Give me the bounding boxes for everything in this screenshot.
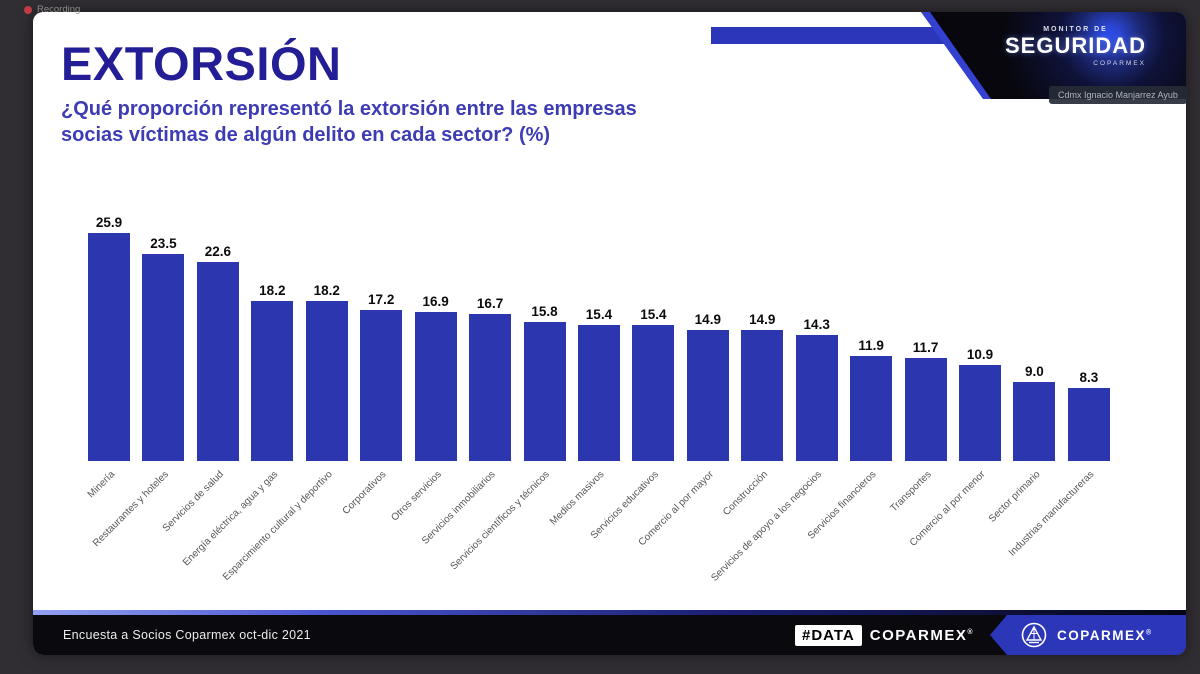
bar-group: 23.5 Restaurantes y hoteles <box>91 210 185 549</box>
subtitle-line-1: ¿Qué proporción representó la extorsión … <box>61 98 637 120</box>
bar-value-label: 14.9 <box>749 312 776 327</box>
bar <box>795 335 838 461</box>
bar-group: 11.7 Transportes <box>888 210 947 514</box>
bar-category-label: Medios masivos <box>548 469 607 528</box>
bar-category-label: Esparcimiento cultural y deportivo <box>220 469 335 583</box>
bar-group: 11.9 Servicios financieros <box>806 210 893 542</box>
bar-category-label: Construcción <box>720 469 771 519</box>
bar-group: 22.6 Servicios de salud <box>160 210 239 534</box>
bar <box>632 325 675 461</box>
participant-name-tag: Cdmx Ignacio Manjarrez Ayub <box>1049 86 1187 104</box>
bar-group: 10.9 Comercio al por menor <box>908 210 1001 549</box>
bar-group: 18.2 Energía eléctrica, agua y gas <box>181 210 294 568</box>
coparmex-logo-icon <box>1021 622 1047 648</box>
presentation-slide: MONITOR DE SEGURIDAD COPARMEX EXTORSIÓN … <box>33 12 1186 655</box>
hashtag-data-badge: #DATA <box>794 624 862 646</box>
banner-line1: MONITOR DE <box>1043 26 1108 33</box>
bar-group: 14.9 Comercio al por mayor <box>636 210 729 548</box>
bar-value-label: 16.7 <box>476 296 504 311</box>
bar <box>414 312 457 461</box>
bar <box>959 365 1001 461</box>
bar <box>196 262 239 461</box>
coparmex-logo-ribbon: COPARMEX® <box>990 615 1186 655</box>
bar <box>142 254 185 461</box>
bar-value-label: 15.8 <box>531 304 558 319</box>
monitor-seguridad-banner: MONITOR DE SEGURIDAD COPARMEX <box>921 12 1186 99</box>
header-accent-strip <box>711 27 947 44</box>
bar-group: 8.3 Industrias manufactureras <box>1007 210 1110 559</box>
bar-group: 15.8 Servicios científicos y técnicos <box>449 210 566 572</box>
footer-bar: Encuesta a Socios Coparmex oct-dic 2021 … <box>33 615 1186 655</box>
source-note: Encuesta a Socios Coparmex oct-dic 2021 <box>63 628 311 642</box>
subtitle-line-2: socias víctimas de algún delito en cada … <box>61 124 551 146</box>
recording-indicator[interactable]: Recording <box>24 4 80 15</box>
bar-value-label: 11.9 <box>858 338 884 353</box>
recording-dot-icon <box>24 5 32 14</box>
bar <box>523 322 566 461</box>
registered-mark: ® <box>1146 629 1153 636</box>
bar-group: 16.7 Servicios inmobiliarios <box>420 210 512 547</box>
bar-value-label: 9.0 <box>1025 364 1044 379</box>
bar-group: 16.9 Otros servicios <box>389 210 457 524</box>
bar-value-label: 11.7 <box>912 340 939 355</box>
bar-value-label: 18.2 <box>259 283 286 298</box>
bar-chart: 25.9 Minería 23.5 Restaurantes y hoteles 22.… <box>85 210 1110 584</box>
bar-category-label: Servicios de apoyo a los negocios <box>709 469 825 584</box>
coparmex-wordmark: COPARMEX® <box>869 626 974 644</box>
bar-group: 25.9 Minería <box>85 210 130 500</box>
bar-value-label: 14.9 <box>694 312 721 327</box>
bar-value-label: 15.4 <box>585 307 613 322</box>
bar-group: 15.4 Medios masivos <box>548 210 620 527</box>
recording-label: Recording <box>37 4 81 15</box>
bar <box>88 233 130 461</box>
bar <box>1067 388 1110 461</box>
bar <box>251 301 294 461</box>
bar-category-label: Corporativos <box>341 469 389 517</box>
bar-value-label: 22.6 <box>204 244 232 259</box>
bar-group: 18.2 Esparcimiento cultural y deportivo <box>221 210 348 583</box>
banner-background: MONITOR DE SEGURIDAD COPARMEX <box>930 12 1186 99</box>
bar-value-label: 15.4 <box>640 307 667 322</box>
bar-group: 15.4 Servicios educativos <box>589 210 675 541</box>
bar-value-label: 17.2 <box>368 292 395 307</box>
banner-text: MONITOR DE SEGURIDAD COPARMEX <box>1005 26 1146 67</box>
bar <box>469 314 512 461</box>
bar-group: 14.3 Servicios de apoyo a los negocios <box>710 210 838 584</box>
bar <box>577 325 620 461</box>
page-title: EXTORSIÓN <box>61 37 342 90</box>
bar <box>850 356 893 461</box>
bar-value-label: 14.3 <box>803 317 830 332</box>
bar-category-label: Transportes <box>888 469 934 515</box>
bar-group: 17.2 Corporativos <box>341 210 403 517</box>
bar-value-label: 16.9 <box>422 294 449 309</box>
bar-value-label: 10.9 <box>966 347 994 362</box>
bar-group: 14.9 Construcción <box>721 210 784 518</box>
data-coparmex-lockup: #DATA COPARMEX® <box>794 624 974 646</box>
bar-category-label: Servicios científicos y técnicos <box>448 469 553 573</box>
bar-value-label: 25.9 <box>95 215 123 230</box>
bar-value-label: 18.2 <box>313 283 340 298</box>
bar <box>904 358 947 461</box>
banner-line2: SEGURIDAD <box>1005 33 1147 58</box>
bar-category-label: Sector primario <box>986 469 1043 525</box>
coparmex-ribbon-wordmark: COPARMEX® <box>1057 627 1153 643</box>
bar <box>1013 382 1056 461</box>
bar <box>686 330 729 461</box>
bar <box>305 301 348 461</box>
bar-category-label: Minería <box>85 469 117 501</box>
registered-mark: ® <box>967 628 974 636</box>
bar-category-label: Energía eléctrica, agua y gas <box>180 469 281 569</box>
bar <box>741 330 784 461</box>
footer-accent-line <box>33 610 1186 615</box>
bar-category-label: Otros servicios <box>388 469 444 524</box>
bar <box>360 310 403 461</box>
banner-glow-decoration <box>1094 22 1124 46</box>
bar-value-label: 8.3 <box>1079 370 1099 385</box>
banner-line3: COPARMEX <box>1093 60 1147 67</box>
bar-group: 9.0 Sector primario <box>986 210 1056 525</box>
bar-value-label: 23.5 <box>150 236 177 251</box>
page-subtitle: ¿Qué proporción representó la extorsión … <box>61 96 637 148</box>
